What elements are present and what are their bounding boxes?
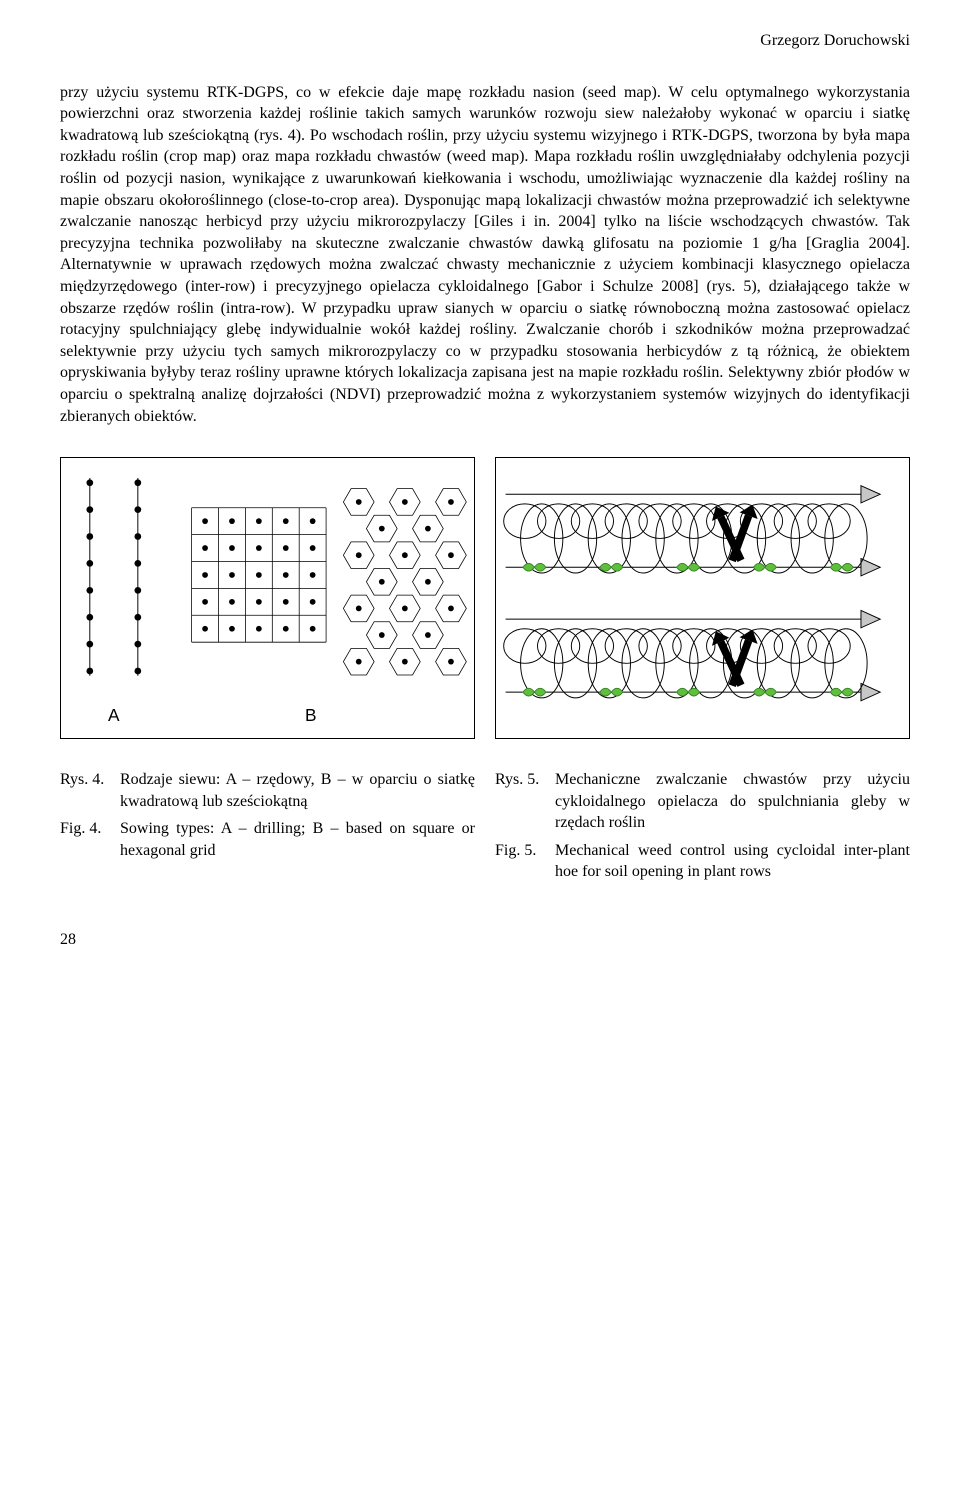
svg-text:A: A [108, 705, 120, 725]
caption-label: Rys. 5. [495, 769, 555, 834]
caption-row: Fig. 4.Sowing types: A – drilling; B – b… [60, 818, 475, 861]
figure-4: AB [60, 457, 475, 739]
captions-left: Rys. 4.Rodzaje siewu: A – rzędowy, B – w… [60, 769, 475, 889]
svg-text:B: B [305, 705, 317, 725]
caption-row: Rys. 5.Mechaniczne zwalczanie chwastów p… [495, 769, 910, 834]
caption-label: Fig. 4. [60, 818, 120, 861]
caption-row: Fig. 5.Mechanical weed control using cyc… [495, 840, 910, 883]
caption-text: Rodzaje siewu: A – rzędowy, B – w oparci… [120, 769, 475, 812]
figures-row: AB [60, 457, 910, 739]
captions-right: Rys. 5.Mechaniczne zwalczanie chwastów p… [495, 769, 910, 889]
main-paragraph: przy użyciu systemu RTK-DGPS, co w efekc… [60, 82, 910, 428]
caption-text: Mechanical weed control using cycloidal … [555, 840, 910, 883]
page-number: 28 [60, 929, 910, 951]
caption-text: Sowing types: A – drilling; B – based on… [120, 818, 475, 861]
figure-5 [495, 457, 910, 739]
caption-row: Rys. 4.Rodzaje siewu: A – rzędowy, B – w… [60, 769, 475, 812]
caption-label: Fig. 5. [495, 840, 555, 883]
caption-label: Rys. 4. [60, 769, 120, 812]
author-name: Grzegorz Doruchowski [60, 30, 910, 52]
caption-text: Mechaniczne zwalczanie chwastów przy uży… [555, 769, 910, 834]
captions-row: Rys. 4.Rodzaje siewu: A – rzędowy, B – w… [60, 769, 910, 889]
